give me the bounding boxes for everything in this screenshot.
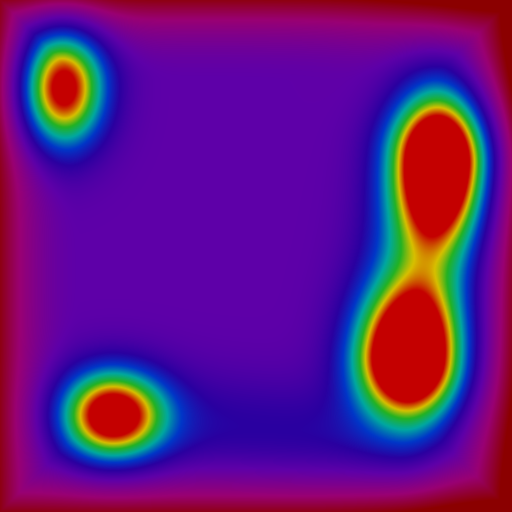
heatmap-surface	[0, 0, 512, 512]
heatmap-chart	[0, 0, 512, 512]
